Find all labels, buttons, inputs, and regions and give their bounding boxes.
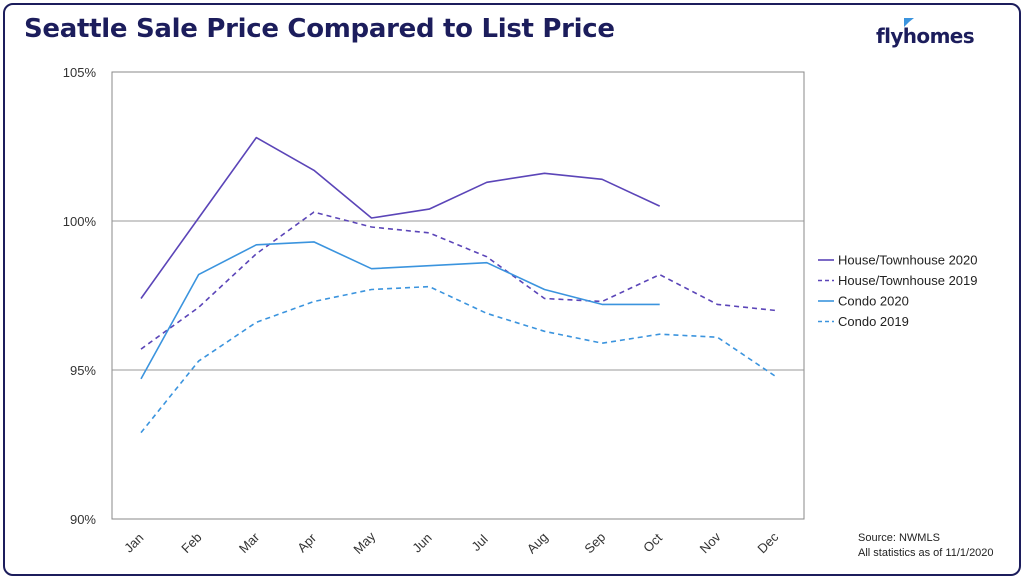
x-tick-label: Feb (178, 530, 204, 556)
x-tick-label: Jun (409, 530, 434, 555)
logo-wordmark: flyhomes (876, 24, 975, 48)
series-line (140, 211, 776, 350)
y-tick-label: 105% (63, 65, 97, 80)
x-tick-label: Nov (697, 529, 724, 556)
x-tick-label: May (350, 528, 378, 556)
x-tick-label: Apr (294, 530, 319, 555)
series-line (140, 241, 660, 380)
series-line (140, 136, 661, 299)
plot-area (111, 71, 805, 520)
series-line (140, 285, 776, 434)
y-tick-label: 90% (70, 512, 96, 527)
legend-label: Condo 2020 (838, 294, 909, 309)
x-tick-label: Mar (236, 529, 263, 556)
legend-label: House/Townhouse 2019 (838, 273, 978, 288)
chart-title: Seattle Sale Price Compared to List Pric… (24, 14, 615, 44)
y-tick-label: 100% (63, 214, 97, 229)
x-tick-label: Jul (468, 532, 490, 554)
x-tick-label: Aug (524, 529, 551, 556)
source-line: Source: NWMLS (858, 532, 940, 544)
x-tick-label: Sep (581, 529, 608, 556)
flag-icon (904, 18, 914, 27)
legend-label: Condo 2019 (838, 314, 909, 329)
flyhomes-logo: flyhomes (876, 18, 986, 52)
legend-label: House/Townhouse 2020 (838, 253, 978, 268)
x-tick-label: Dec (754, 529, 781, 556)
stats-date-line: All statistics as of 11/1/2020 (858, 547, 994, 559)
y-tick-label: 95% (70, 363, 96, 378)
source-note: Source: NWMLS All statistics as of 11/1/… (858, 531, 994, 561)
x-tick-label: Oct (640, 530, 665, 555)
chart-frame (3, 3, 1021, 576)
x-tick-label: Jan (121, 530, 146, 555)
